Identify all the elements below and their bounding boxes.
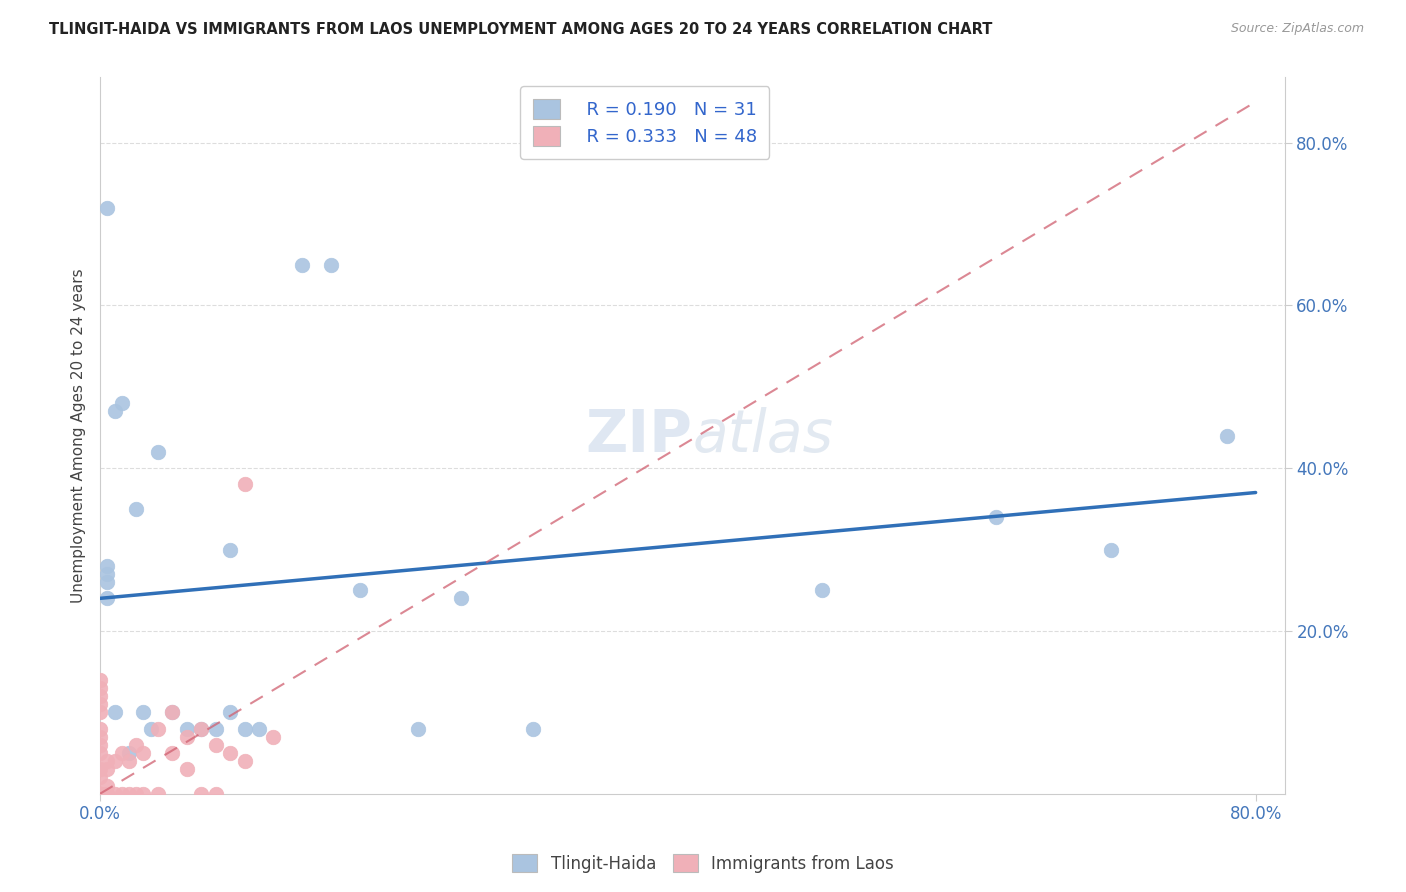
Point bbox=[176, 730, 198, 744]
Point bbox=[111, 396, 134, 410]
Legend:   R = 0.190   N = 31,   R = 0.333   N = 48: R = 0.190 N = 31, R = 0.333 N = 48 bbox=[520, 87, 769, 159]
Point bbox=[89, 771, 111, 785]
Point bbox=[176, 762, 198, 776]
Point bbox=[118, 787, 141, 801]
Point bbox=[89, 787, 111, 801]
Text: atlas: atlas bbox=[692, 407, 834, 464]
Point bbox=[233, 477, 256, 491]
Point bbox=[204, 738, 226, 752]
Point bbox=[406, 722, 429, 736]
Point bbox=[89, 787, 111, 801]
Point bbox=[162, 706, 184, 720]
Point bbox=[89, 787, 111, 801]
Point bbox=[89, 722, 111, 736]
Point bbox=[190, 722, 212, 736]
Y-axis label: Unemployment Among Ages 20 to 24 years: Unemployment Among Ages 20 to 24 years bbox=[72, 268, 86, 603]
Point bbox=[190, 722, 212, 736]
Point bbox=[89, 787, 111, 801]
Point bbox=[219, 746, 242, 760]
Point bbox=[146, 445, 169, 459]
Point bbox=[103, 787, 125, 801]
Point bbox=[96, 779, 118, 793]
Point bbox=[96, 787, 118, 801]
Point bbox=[984, 510, 1007, 524]
Point bbox=[139, 722, 162, 736]
Point bbox=[89, 689, 111, 703]
Point bbox=[146, 787, 169, 801]
Point bbox=[1099, 542, 1122, 557]
Point bbox=[262, 730, 284, 744]
Point bbox=[89, 738, 111, 752]
Point bbox=[89, 681, 111, 695]
Point bbox=[96, 558, 118, 573]
Point bbox=[125, 501, 148, 516]
Point bbox=[321, 258, 343, 272]
Point bbox=[96, 754, 118, 768]
Point bbox=[96, 566, 118, 581]
Point bbox=[132, 746, 155, 760]
Point bbox=[132, 706, 155, 720]
Point bbox=[176, 722, 198, 736]
Point bbox=[96, 575, 118, 590]
Point bbox=[89, 762, 111, 776]
Point bbox=[118, 746, 141, 760]
Text: TLINGIT-HAIDA VS IMMIGRANTS FROM LAOS UNEMPLOYMENT AMONG AGES 20 TO 24 YEARS COR: TLINGIT-HAIDA VS IMMIGRANTS FROM LAOS UN… bbox=[49, 22, 993, 37]
Point bbox=[162, 746, 184, 760]
Point bbox=[1216, 428, 1239, 442]
Point bbox=[132, 787, 155, 801]
Point bbox=[450, 591, 472, 606]
Point bbox=[118, 754, 141, 768]
Point bbox=[103, 754, 125, 768]
Point bbox=[111, 746, 134, 760]
Point bbox=[103, 706, 125, 720]
Point bbox=[190, 787, 212, 801]
Point bbox=[96, 762, 118, 776]
Point bbox=[125, 787, 148, 801]
Point bbox=[89, 787, 111, 801]
Point bbox=[233, 754, 256, 768]
Point bbox=[96, 201, 118, 215]
Point bbox=[96, 787, 118, 801]
Point bbox=[89, 746, 111, 760]
Point bbox=[204, 787, 226, 801]
Point bbox=[233, 722, 256, 736]
Point bbox=[89, 706, 111, 720]
Point bbox=[96, 591, 118, 606]
Point bbox=[89, 730, 111, 744]
Point bbox=[219, 542, 242, 557]
Point bbox=[247, 722, 270, 736]
Text: Source: ZipAtlas.com: Source: ZipAtlas.com bbox=[1230, 22, 1364, 36]
Point bbox=[522, 722, 544, 736]
Point bbox=[349, 583, 371, 598]
Point bbox=[89, 697, 111, 711]
Point bbox=[125, 738, 148, 752]
Point bbox=[111, 787, 134, 801]
Point bbox=[89, 673, 111, 687]
Point bbox=[89, 787, 111, 801]
Point bbox=[89, 787, 111, 801]
Point bbox=[204, 722, 226, 736]
Point bbox=[291, 258, 314, 272]
Point bbox=[162, 706, 184, 720]
Point bbox=[219, 706, 242, 720]
Point bbox=[103, 404, 125, 418]
Point bbox=[146, 722, 169, 736]
Point bbox=[811, 583, 834, 598]
Text: ZIP: ZIP bbox=[585, 407, 692, 464]
Point bbox=[89, 787, 111, 801]
Legend: Tlingit-Haida, Immigrants from Laos: Tlingit-Haida, Immigrants from Laos bbox=[506, 847, 900, 880]
